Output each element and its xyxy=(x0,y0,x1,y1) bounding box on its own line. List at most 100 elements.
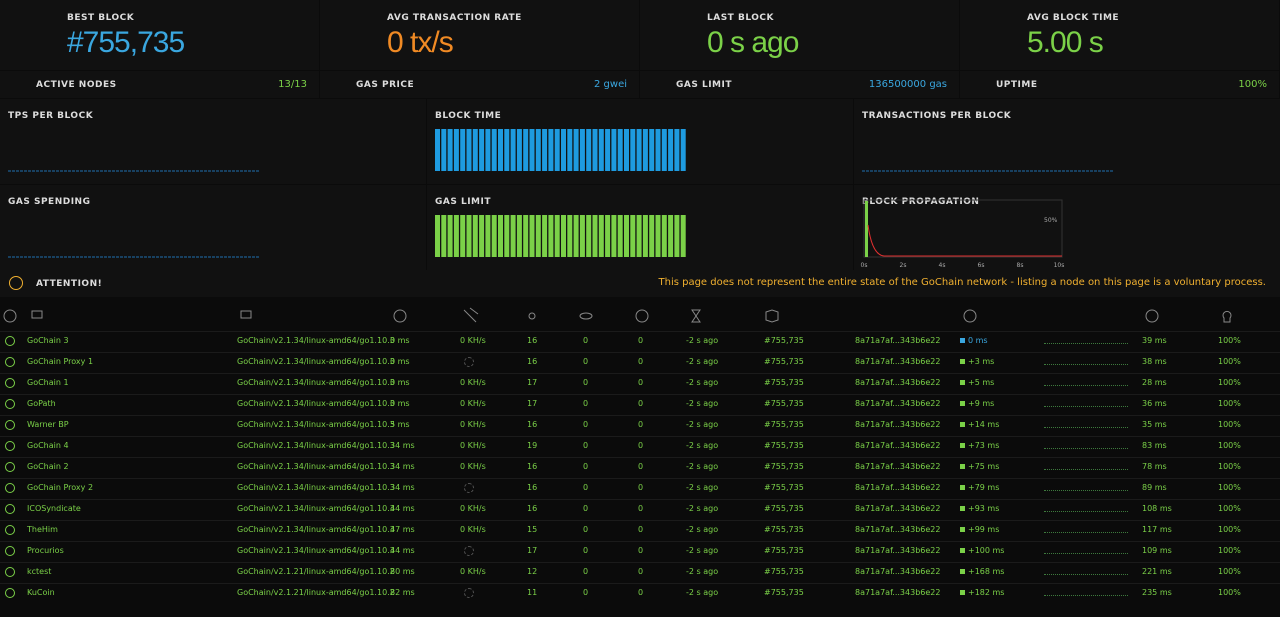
node-cell: 0 xyxy=(583,378,589,387)
node-cell: 0 KH/s xyxy=(460,378,486,387)
bar xyxy=(491,129,497,171)
node-cell: GoChain/v2.1.21/linux-amd64/go1.10.2 xyxy=(237,567,395,576)
node-cell: +14 ms xyxy=(968,420,1000,429)
node-cell: 0 xyxy=(638,588,644,597)
node-cell: 8a71a7af...343b6e22 xyxy=(855,588,941,597)
row-separator xyxy=(0,373,1280,374)
node-cell: GoChain/v2.1.34/linux-amd64/go1.10.3 xyxy=(237,441,395,450)
row-separator xyxy=(0,394,1280,395)
node-cell: #755,735 xyxy=(764,483,804,492)
propagation-marker xyxy=(960,422,965,427)
node-cell: 0 ms xyxy=(390,357,410,366)
stat-label: AVG BLOCK TIME xyxy=(1027,13,1120,23)
propagation-marker xyxy=(960,380,965,385)
node-cell: 0 KH/s xyxy=(460,441,486,450)
node-cell: #755,735 xyxy=(764,441,804,450)
node-cell: GoPath xyxy=(27,399,56,408)
chart-title: BLOCK PROPAGATION xyxy=(862,197,980,207)
bar xyxy=(479,215,485,257)
bar xyxy=(466,215,472,257)
chart-panel: TPS PER BLOCK xyxy=(0,99,426,184)
node-cell: #755,735 xyxy=(764,462,804,471)
chart-graphic xyxy=(8,256,260,258)
node-cell: 0 xyxy=(638,483,644,492)
substat-box: GAS PRICE 2 gwei xyxy=(320,71,639,98)
substat-box: ACTIVE NODES 13/13 xyxy=(0,71,319,98)
propagation-sparkline xyxy=(1044,343,1128,344)
node-cell: 11 xyxy=(527,588,538,597)
pending-icon xyxy=(579,312,593,320)
bar xyxy=(554,129,560,171)
node-cell: +9 ms xyxy=(968,399,995,408)
stat-label: LAST BLOCK xyxy=(707,13,774,23)
node-cell: 78 ms xyxy=(1142,462,1167,471)
bar xyxy=(523,215,529,257)
node-cell: 80 ms xyxy=(390,567,415,576)
node-cell: GoChain/v2.1.34/linux-amd64/go1.10.3 xyxy=(237,420,395,429)
node-cell: 0 KH/s xyxy=(460,567,486,576)
node-cell: 0 xyxy=(583,567,589,576)
status-icon xyxy=(3,309,17,323)
node-cell: 15 xyxy=(527,525,538,534)
chart-title: GAS LIMIT xyxy=(435,197,491,207)
substat-value: 136500000 gas xyxy=(868,79,947,90)
bar xyxy=(624,215,629,257)
chart-panel: GAS LIMIT xyxy=(427,185,853,270)
row-separator xyxy=(0,415,1280,416)
bar xyxy=(535,129,541,171)
attention-icon xyxy=(9,276,23,290)
bar xyxy=(598,215,604,257)
attention-bar: ATTENTION! This page does not represent t… xyxy=(0,270,1280,297)
bar xyxy=(579,215,585,257)
node-cell: #755,735 xyxy=(764,504,804,513)
stat-value: 0 s ago xyxy=(707,26,799,59)
substat-value: 100% xyxy=(1238,79,1267,90)
node-cell: ICOSyndicate xyxy=(27,504,81,513)
node-cell: 47 ms xyxy=(390,525,415,534)
node-cell: 8a71a7af...343b6e22 xyxy=(855,462,941,471)
bar xyxy=(447,129,453,171)
node-cell: 44 ms xyxy=(390,504,415,513)
y-axis-label: 50% xyxy=(1044,217,1058,224)
bar xyxy=(504,129,510,171)
bar xyxy=(598,129,604,171)
node-cell: 100% xyxy=(1218,525,1241,534)
time-icon xyxy=(691,309,701,323)
stat-label: AVG TRANSACTION RATE xyxy=(387,13,522,23)
bar xyxy=(479,129,485,171)
node-cell: -2 s ago xyxy=(686,441,719,450)
node-cell: 8a71a7af...343b6e22 xyxy=(855,483,941,492)
node-cell: 34 ms xyxy=(390,441,415,450)
node-cell: 100% xyxy=(1218,588,1241,597)
chart-panel: BLOCK TIME xyxy=(427,99,853,184)
node-cell: -2 s ago xyxy=(686,357,719,366)
node-cell: 0 xyxy=(583,588,589,597)
uptime-icon xyxy=(1222,310,1232,323)
node-cell: GoChain Proxy 1 xyxy=(27,357,94,366)
stat-value: #755,735 xyxy=(67,26,185,59)
chart-title: TRANSACTIONS PER BLOCK xyxy=(862,111,1012,121)
row-separator xyxy=(0,478,1280,479)
hashrate-icon xyxy=(464,357,474,367)
node-cell: 0 xyxy=(583,441,589,450)
node-cell: 83 ms xyxy=(1142,441,1167,450)
status-dot xyxy=(5,357,15,367)
status-dot xyxy=(5,567,15,577)
bar xyxy=(630,129,636,171)
propagation-sparkline xyxy=(1044,553,1128,554)
bar xyxy=(460,129,466,171)
node-cell: 0 xyxy=(638,441,644,450)
status-dot xyxy=(5,441,15,451)
substat-label: ACTIVE NODES xyxy=(36,80,117,90)
node-cell: +93 ms xyxy=(968,504,1000,513)
bar xyxy=(573,215,579,257)
bar xyxy=(661,215,667,257)
node-cell: Warner BP xyxy=(27,420,69,429)
node-cell: 0 xyxy=(638,525,644,534)
propagation-marker xyxy=(960,569,965,574)
propagation-sparkline xyxy=(1044,406,1128,407)
node-cell: GoChain/v2.1.34/linux-amd64/go1.10.3 xyxy=(237,462,395,471)
bar xyxy=(561,215,566,257)
node-cell: Procurios xyxy=(27,546,64,555)
node-cell: #755,735 xyxy=(764,420,804,429)
